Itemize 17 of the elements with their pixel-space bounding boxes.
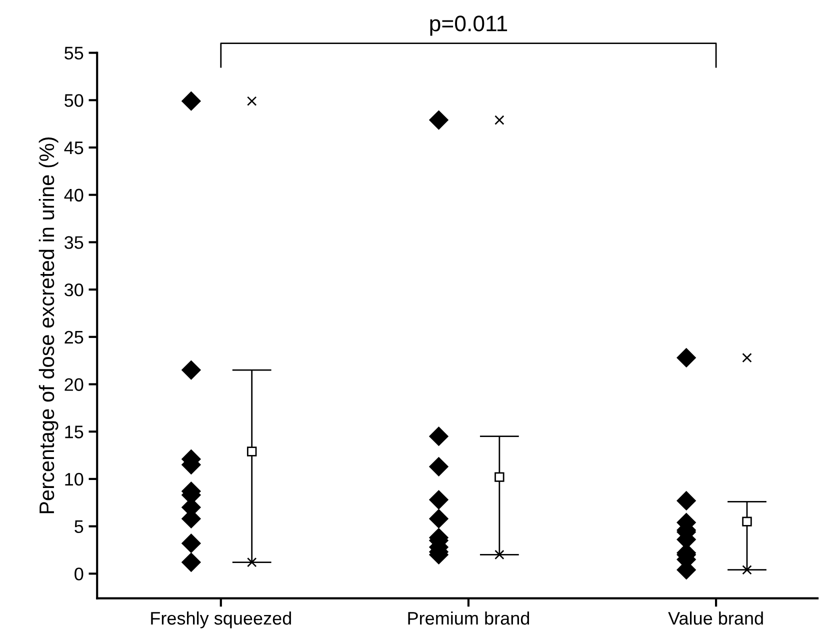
y-tick-label: 20: [64, 378, 84, 391]
y-tick-label: 10: [65, 472, 84, 486]
y-tick-label: 15: [65, 426, 84, 438]
text: p=0.011: [430, 16, 508, 36]
y-tick-label: 55: [64, 46, 84, 60]
y-tick-label: 0: [74, 568, 84, 580]
x-tick-label: Premium brand: [408, 611, 530, 625]
x-tick-label: Value brand: [668, 611, 763, 625]
y-tick-label: 50: [64, 94, 84, 107]
y-tick-label: 40: [64, 188, 84, 202]
y-tick-label: 30: [64, 283, 84, 296]
y-axis-title: Percentage of dose excreted in urine (%): [38, 137, 58, 514]
x-tick-label: Freshly squeezed: [151, 611, 291, 628]
y-tick-label: 45: [64, 142, 84, 154]
y-tick-label: 35: [64, 236, 84, 249]
y-tick-label: 25: [64, 330, 84, 344]
y-tick-label: 5: [74, 520, 84, 534]
